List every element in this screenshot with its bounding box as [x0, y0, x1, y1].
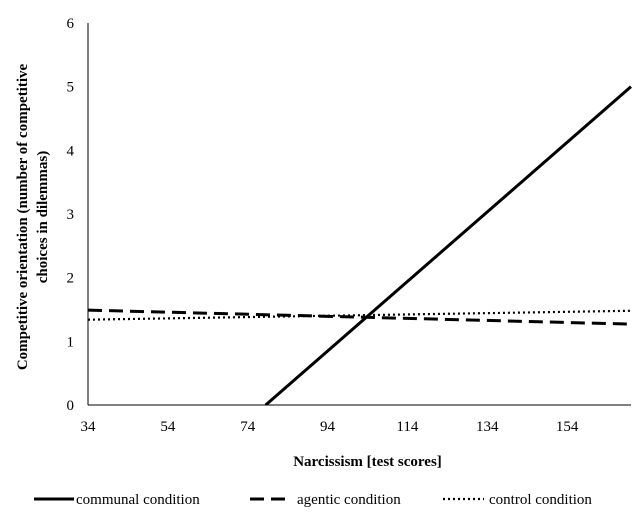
- series-line-solid: [264, 85, 632, 405]
- y-tick-label: 3: [67, 207, 75, 223]
- y-tick-label: 5: [67, 80, 75, 96]
- series-line-dotted: [88, 309, 632, 321]
- y-axis-title: Competitive orientation (number of compe…: [15, 63, 51, 370]
- x-tick-labels: 34 54 74 94 114 134 154: [81, 419, 579, 435]
- x-tick-label: 154: [556, 419, 579, 435]
- y-axis-title-line-2: choices in dilemmas): [35, 151, 51, 284]
- y-tick-label: 4: [67, 143, 75, 159]
- y-tick-label: 6: [67, 16, 75, 32]
- x-tick-label: 114: [396, 419, 418, 435]
- series-line-dashed: [88, 308, 632, 326]
- legend-label-agentic: agentic condition: [297, 492, 401, 508]
- x-tick-label: 54: [160, 419, 176, 435]
- x-tick-label: 134: [476, 419, 499, 435]
- y-tick-label: 0: [67, 398, 75, 414]
- legend-label-communal: communal condition: [76, 492, 200, 508]
- series-lines: [88, 85, 632, 405]
- x-tick-label: 34: [81, 419, 97, 435]
- legend-label-control: control condition: [489, 492, 592, 508]
- legend: communal condition agentic condition con…: [34, 492, 592, 508]
- x-tick-label: 74: [240, 419, 256, 435]
- x-tick-label: 94: [320, 419, 336, 435]
- y-tick-label: 1: [67, 334, 75, 350]
- y-axis-title-line-1: Competitive orientation (number of compe…: [15, 63, 31, 370]
- x-axis-title: Narcissism [test scores]: [293, 454, 442, 470]
- y-tick-labels: 0 1 2 3 4 5 6: [67, 16, 75, 414]
- y-tick-label: 2: [67, 271, 75, 287]
